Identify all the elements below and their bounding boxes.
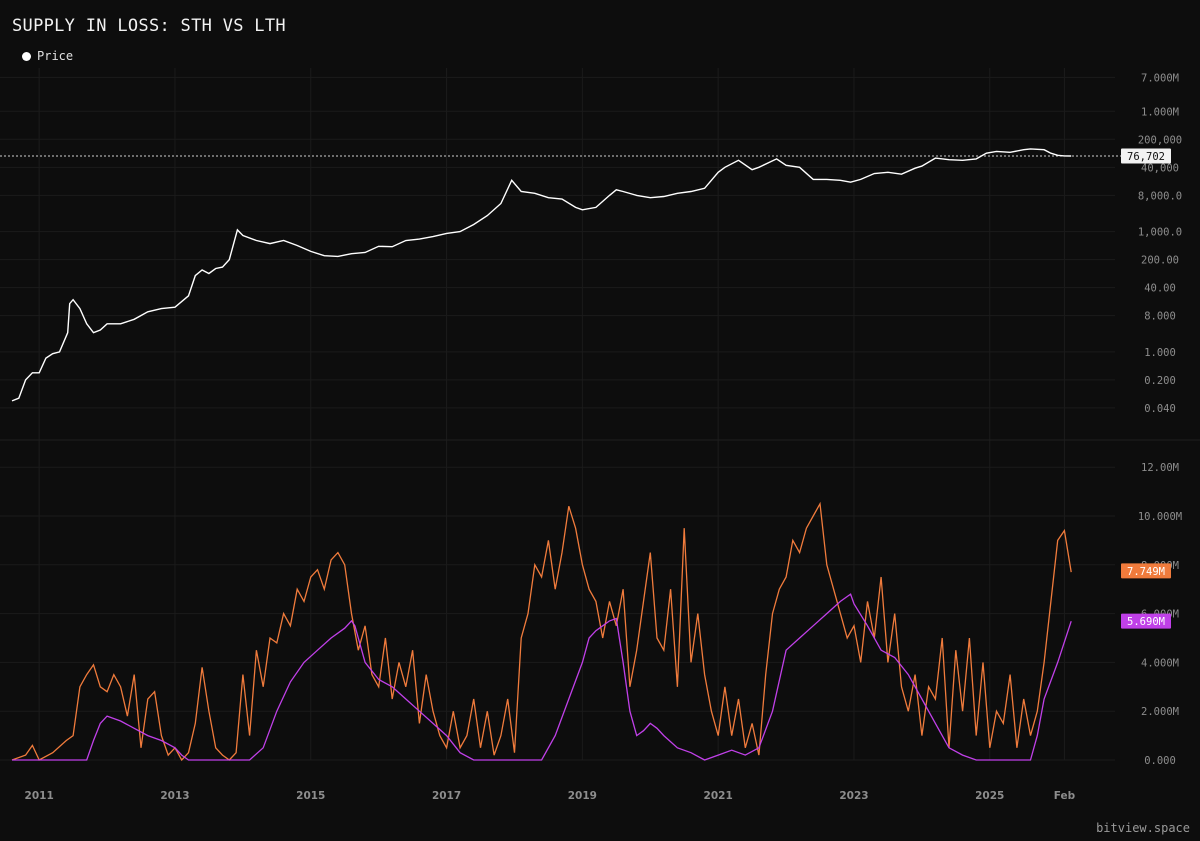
supply-y-tick: 4.000M [1141, 657, 1179, 669]
price-y-tick: 40.00 [1144, 283, 1176, 295]
x-tick-label: 2017 [432, 790, 461, 802]
legend-price-dot-icon [22, 51, 31, 61]
lth-series-line [12, 593, 1072, 761]
supply-y-tick: 2.000M [1141, 706, 1179, 718]
price-y-tick: 7.000M [1141, 72, 1179, 84]
x-tick-label: Feb [1054, 790, 1076, 802]
price-y-tick: 0.200 [1144, 375, 1176, 387]
lth-last-tag: 5.690M [1121, 613, 1171, 629]
grid [0, 68, 1200, 761]
x-tick-label: 2019 [568, 790, 597, 802]
price-y-tick: 8,000.0 [1138, 190, 1182, 202]
x-tick-label: 2021 [704, 790, 733, 802]
price-y-tick: 1.000 [1144, 347, 1176, 359]
price-y-axis: 0.040 0.200 1.000 8.000 40.00 200.00 1,000.0 8,… [1138, 72, 1182, 415]
chart-title: SUPPLY IN LOSS: STH VS LTH [12, 16, 286, 36]
price-y-tick: 200.00 [1141, 255, 1179, 267]
legend[interactable]: Price [22, 49, 73, 63]
price-last-tag-text: 76,702 [1127, 151, 1165, 163]
last-value-tags: 76,702 7.749M 5.690M [1121, 148, 1171, 629]
x-tick-label: 2015 [296, 790, 325, 802]
x-tick-label: 2023 [839, 790, 868, 802]
sth-series-line [11, 501, 1072, 762]
x-axis: 2011 2013 2015 2017 2019 2021 2023 2025 Feb [25, 790, 1076, 802]
watermark: bitview.space [1096, 821, 1190, 835]
sth-last-tag: 7.749M [1121, 563, 1171, 579]
legend-price-label: Price [37, 49, 74, 63]
supply-y-tick: 10.000M [1138, 511, 1182, 523]
price-y-tick: 40,000 [1141, 162, 1179, 174]
price-y-tick: 0.040 [1144, 403, 1176, 415]
x-tick-label: 2013 [160, 790, 189, 802]
supply-y-tick: 0.000 [1144, 755, 1176, 767]
price-y-tick: 1.000M [1141, 106, 1179, 118]
price-y-tick: 8.000 [1144, 311, 1176, 323]
price-series-line [11, 148, 1072, 402]
sth-last-tag-text: 7.749M [1127, 566, 1165, 578]
price-last-tag: 76,702 [1121, 148, 1171, 164]
price-y-tick: 1,000.0 [1138, 227, 1182, 239]
x-tick-label: 2011 [25, 790, 54, 802]
supply-y-tick: 12.00M [1141, 462, 1179, 474]
lth-last-tag-text: 5.690M [1127, 616, 1165, 628]
x-tick-label: 2025 [975, 790, 1004, 802]
price-y-tick: 200,000 [1138, 134, 1182, 146]
